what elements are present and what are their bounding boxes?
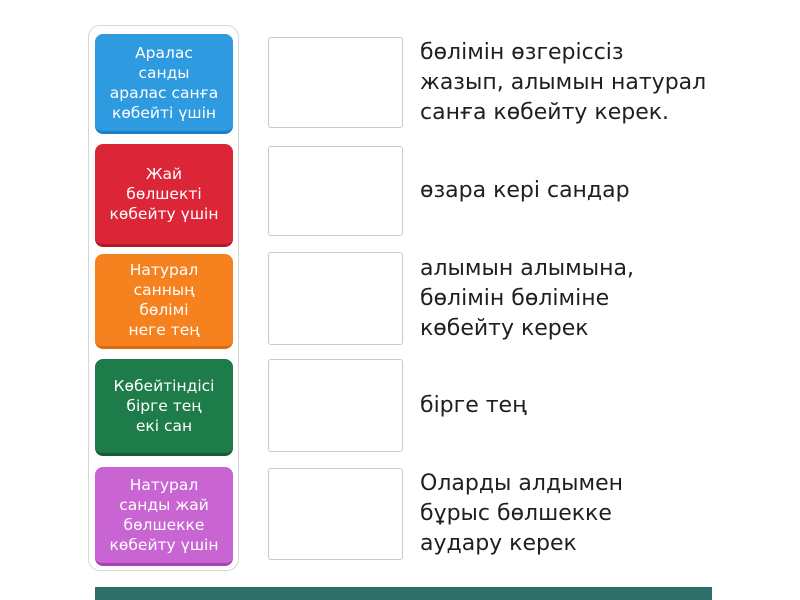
answer-dropzone[interactable]: [268, 359, 403, 452]
match-row: алымын алымына, бөлімін бөліміне көбейту…: [268, 252, 738, 345]
answer-dropzone[interactable]: [268, 37, 403, 128]
keyword-card[interactable]: Жай бөлшекті көбейту үшін: [95, 144, 233, 247]
bottom-bar: [95, 587, 712, 600]
match-row: бірге тең: [268, 359, 738, 452]
definition-text: Оларды алдымен бұрыс бөлшекке аудару кер…: [420, 471, 624, 556]
keywords-panel: Аралас санды аралас санға көбейті үшін Ж…: [88, 25, 239, 571]
keyword-card[interactable]: Көбейтіндісі бірге тең екі сан: [95, 359, 233, 456]
match-row: Оларды алдымен бұрыс бөлшекке аудару кер…: [268, 468, 738, 560]
keyword-card[interactable]: Натурал санды жай бөлшекке көбейту үшін: [95, 467, 233, 566]
match-row: бөлімін өзгеріссіз жазып, алымын натурал…: [268, 37, 738, 128]
answer-dropzone[interactable]: [268, 146, 403, 236]
keyword-card[interactable]: Аралас санды аралас санға көбейті үшін: [95, 34, 233, 134]
match-row: өзара кері сандар: [268, 146, 738, 236]
answer-dropzone[interactable]: [268, 252, 403, 345]
answer-dropzone[interactable]: [268, 468, 403, 560]
definition-text: бірге тең: [420, 392, 527, 418]
definition-text: бөлімін өзгеріссіз жазып, алымын натурал…: [420, 39, 707, 125]
keyword-card[interactable]: Натурал санның бөлімі неге тең: [95, 254, 233, 349]
definition-text: алымын алымына, бөлімін бөліміне көбейту…: [420, 255, 634, 341]
definition-text: өзара кері сандар: [420, 178, 630, 203]
